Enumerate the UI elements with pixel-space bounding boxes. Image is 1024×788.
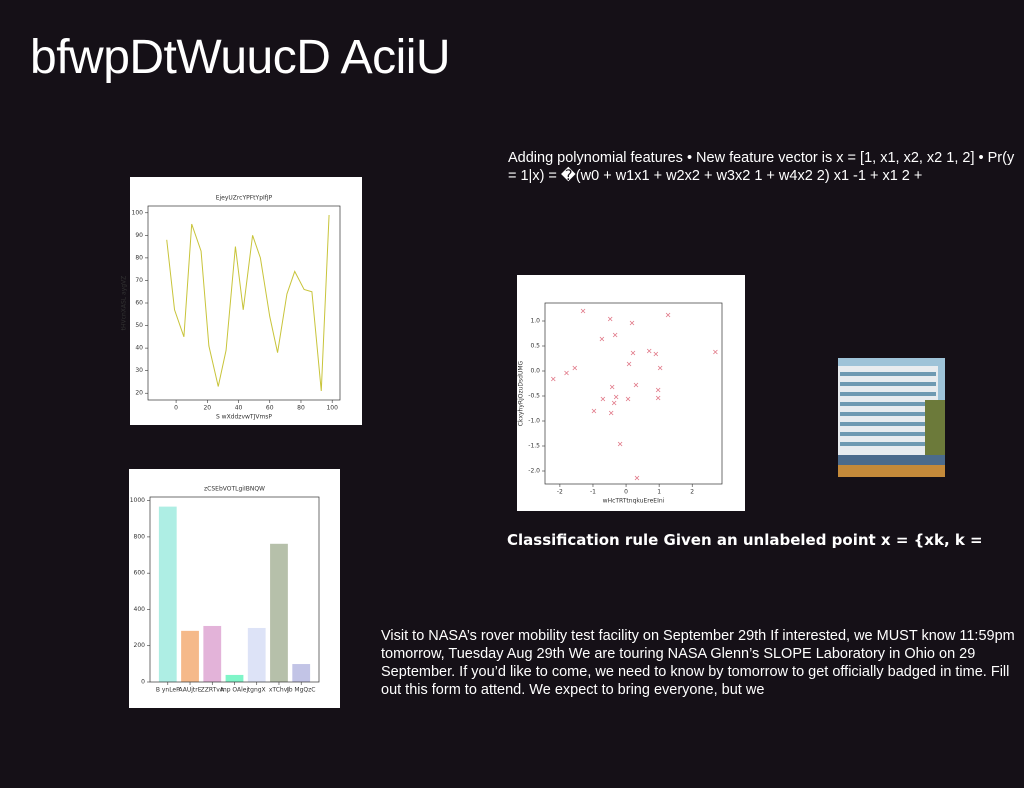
point (657, 365, 663, 371)
x-tick-label: 80 (297, 405, 305, 412)
point (646, 348, 652, 354)
y-tick-label: 30 (135, 367, 143, 374)
chart-background (517, 275, 745, 511)
plot-frame (147, 205, 341, 401)
x-tick-label: Ib MgQzC (287, 687, 316, 694)
x-tick-label: xTChvJ (269, 687, 289, 694)
x-tick-label: 20 (203, 405, 211, 412)
y-axis-label: CkxyhyRjOzuDsdUMG (518, 360, 525, 426)
x-axis-label: S wXddzvwTJVmsP (216, 414, 272, 421)
y-tick-label: 800 (134, 533, 146, 540)
point (625, 396, 631, 402)
y-tick-label: 1.0 (530, 318, 540, 325)
y-tick-label: 100 (132, 209, 144, 216)
point (626, 361, 632, 367)
slide-title: bfwpDtWuucD AciiU (30, 31, 451, 84)
y-tick-label: 80 (135, 254, 143, 261)
x-tick-label: 1 (657, 489, 661, 496)
x-tick-label: -2 (557, 489, 563, 496)
point (572, 365, 578, 371)
x-tick-label: 0 (624, 489, 628, 496)
y-tick-label: 600 (134, 570, 146, 577)
y-tick-label: 0.5 (530, 343, 540, 350)
y-tick-label: 20 (135, 390, 143, 397)
y-tick-label: -0.5 (528, 393, 540, 400)
point (655, 395, 661, 401)
photo (838, 358, 945, 477)
point (580, 308, 586, 314)
bar (270, 543, 288, 682)
chart-title: EjeyUZrcYPFtYpIfJP (216, 195, 273, 202)
bar (225, 674, 244, 682)
y-tick-label: -2.0 (528, 468, 540, 475)
y-tick-label: 90 (135, 232, 143, 239)
line (166, 215, 330, 392)
x-tick-label: AAUjtrE (179, 687, 202, 694)
x-tick-label: -1 (590, 489, 596, 496)
point (564, 370, 569, 376)
y-tick-label: 60 (135, 300, 143, 307)
chart: wHcTRTtnqkuEreEIni CkxyhyRjOzuDsdUMG -2.0 -… (517, 275, 745, 511)
x-tick-label: 60 (266, 405, 274, 412)
chart: EjeyUZrcYPFtYpIfJP S wXddzvwTJVmsP tHVcnXA… (121, 177, 362, 425)
point (629, 320, 635, 326)
point (617, 441, 623, 447)
y-axis-label: tHVcnXASL aygVZ (121, 276, 128, 331)
point (655, 387, 661, 393)
point (600, 396, 606, 402)
x-axis-label: wHcTRTtnqkuEreEIni (603, 498, 665, 505)
y-tick-label: 50 (135, 322, 143, 329)
point (607, 316, 613, 322)
point (653, 351, 659, 357)
text-block: Visit to NASA’s rover mobility test faci… (381, 628, 1015, 698)
x-tick-label: mp OAlej (221, 687, 249, 694)
point (591, 408, 597, 414)
x-tick-label: ZZRTvA (201, 687, 225, 694)
bar (203, 625, 222, 682)
text-block: Classification rule Given an unlabeled p… (507, 531, 983, 549)
y-tick-label: 200 (134, 642, 146, 649)
point (609, 384, 615, 390)
x-tick-label: 0 (174, 405, 178, 412)
plot-frame (149, 496, 320, 683)
point (608, 410, 614, 416)
x-tick-label: 100 (326, 405, 338, 412)
y-tick-label: 400 (134, 606, 146, 613)
point (633, 382, 639, 388)
x-tick-label: tgngX (248, 687, 266, 694)
text-block: Adding polynomial features • New feature… (508, 150, 1015, 184)
y-tick-label: -1.5 (528, 443, 540, 450)
bar (181, 630, 199, 682)
chart-title: zCSEbVOTLgiIBNQW (204, 486, 265, 493)
bar (158, 506, 177, 682)
point (630, 350, 636, 356)
y-tick-label: 0 (141, 679, 145, 686)
x-tick-label: B ynLeP (156, 687, 180, 694)
y-tick-label: -1.0 (528, 418, 540, 425)
x-tick-label: 2 (690, 489, 694, 496)
chart-background (130, 177, 362, 425)
point (599, 336, 605, 342)
y-tick-label: 70 (135, 277, 143, 284)
point (665, 312, 671, 318)
point (612, 332, 618, 338)
point (634, 475, 640, 481)
plot-frame (544, 302, 723, 485)
x-tick-label: 40 (235, 405, 243, 412)
chart: zCSEbVOTLgiIBNQW 0 200 400 600 800 1000 B ynLeP… (129, 469, 340, 708)
y-tick-label: 1000 (130, 497, 145, 504)
point (550, 376, 556, 382)
point (611, 400, 617, 406)
y-tick-label: 40 (135, 345, 143, 352)
y-tick-label: 0.0 (530, 368, 540, 375)
point (713, 349, 718, 355)
bar (292, 664, 311, 682)
point (613, 394, 619, 400)
bar (247, 627, 266, 682)
